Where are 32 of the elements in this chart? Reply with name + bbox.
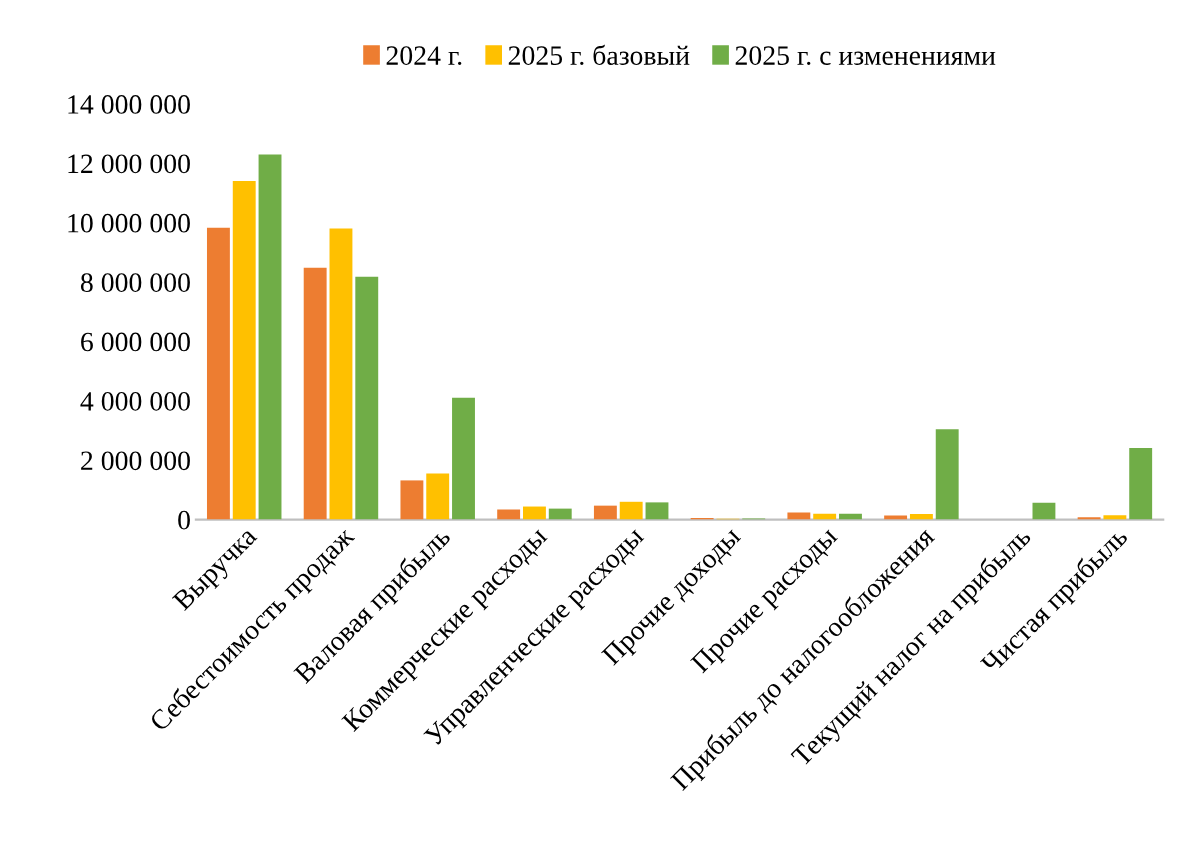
bar (1032, 502, 1056, 520)
bar (497, 509, 521, 520)
bar (355, 276, 379, 520)
bar (329, 228, 353, 520)
bar (206, 227, 230, 520)
y-tick-label: 6 000 000 (81, 332, 190, 352)
legend-label: 2025 г. с изменениями (735, 46, 996, 66)
y-tick-label: 2 000 000 (81, 451, 190, 471)
bar (1129, 448, 1153, 520)
y-tick-label: 10 000 000 (68, 213, 190, 233)
y-tick-label: 8 000 000 (80, 273, 190, 292)
bar (645, 502, 669, 520)
y-tick-label: 14 000 000 (68, 95, 190, 114)
bar (787, 512, 811, 520)
bar (426, 473, 450, 520)
bar (232, 181, 256, 520)
y-tick-label: 0 (178, 510, 190, 530)
bar (619, 501, 643, 520)
bar (258, 154, 282, 520)
bar (523, 506, 546, 520)
bar (593, 505, 617, 520)
bar (548, 508, 572, 520)
legend-label: 2025 г. базовый (508, 44, 690, 66)
bar (1103, 515, 1127, 520)
legend-label: 2024 г. (386, 46, 462, 66)
y-tick-label: 4 000 000 (80, 392, 190, 411)
bar (884, 515, 908, 520)
bar (303, 267, 327, 520)
y-tick-label: 12 000 000 (68, 154, 190, 174)
bar (935, 429, 959, 520)
bar (452, 397, 475, 520)
bar (400, 480, 424, 520)
